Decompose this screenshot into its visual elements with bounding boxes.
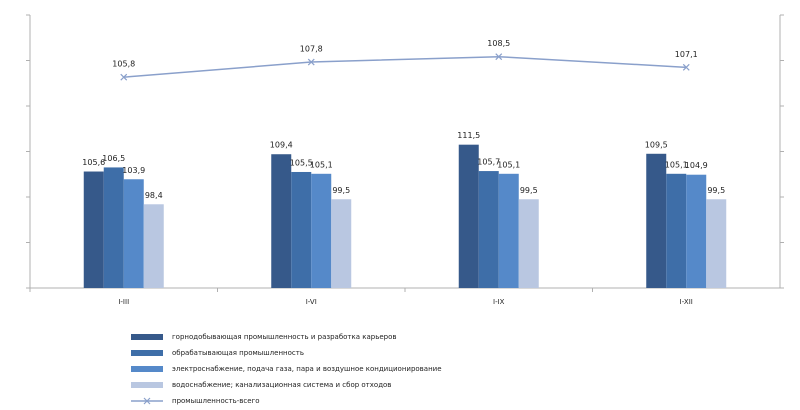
value-label: 108,5 (487, 39, 510, 48)
legend-swatch (143, 397, 151, 405)
value-label: 103,9 (122, 166, 145, 175)
line-marker (307, 58, 315, 66)
value-label: 105,1 (310, 160, 333, 169)
value-label: 105,7 (477, 158, 500, 167)
value-label: 98,4 (145, 191, 163, 200)
bar (143, 204, 164, 288)
bar (103, 167, 124, 288)
value-label: 111,5 (457, 131, 480, 140)
legend-swatch (131, 334, 163, 340)
x-tick-label: I-VI (306, 298, 317, 306)
bar (331, 199, 352, 288)
x-tick-label: I-III (118, 298, 129, 306)
bar (686, 174, 707, 288)
bar (83, 171, 104, 288)
value-label: 106,5 (102, 154, 125, 163)
line-marker (120, 73, 128, 81)
line (123, 55, 687, 78)
bar (458, 144, 479, 288)
value-label: 104,9 (685, 161, 708, 170)
legend-label: горнодобывающая промышленность и разрабо… (172, 333, 397, 341)
bar (498, 173, 519, 288)
line-marker (495, 53, 503, 61)
value-label: 99,5 (707, 186, 725, 195)
value-label: 105,1 (665, 160, 688, 169)
bar (311, 173, 332, 288)
legend-swatch (131, 366, 163, 372)
value-label: 99,5 (520, 186, 538, 195)
value-label: 109,4 (270, 141, 293, 150)
bar (518, 199, 539, 288)
bar (271, 154, 292, 288)
value-label: 105,1 (497, 160, 520, 169)
legend-label: водоснабжение; канализационная система и… (172, 381, 391, 389)
value-label: 105,5 (290, 158, 313, 167)
value-label: 107,8 (300, 45, 323, 54)
legend-swatch (131, 382, 163, 388)
bar (478, 171, 499, 288)
x-tick-label: I-IX (493, 298, 505, 306)
bar (706, 199, 727, 288)
value-label: 99,5 (332, 186, 350, 195)
bar (666, 173, 687, 288)
legend-label: обрабатывающая промышленность (172, 349, 304, 357)
value-label: 105,8 (112, 60, 135, 69)
bar (123, 179, 144, 288)
value-label: 107,1 (675, 50, 698, 59)
legend-swatch (131, 350, 163, 356)
bar (291, 171, 312, 288)
bar (646, 153, 667, 288)
legend-label: электроснабжение, подача газа, пара и во… (172, 365, 442, 373)
x-tick-label: I-XII (680, 298, 693, 306)
value-label: 105,6 (82, 158, 105, 167)
line-marker (682, 63, 690, 71)
legend-label: промышленность-всего (172, 397, 260, 405)
value-label: 109,5 (645, 140, 668, 149)
